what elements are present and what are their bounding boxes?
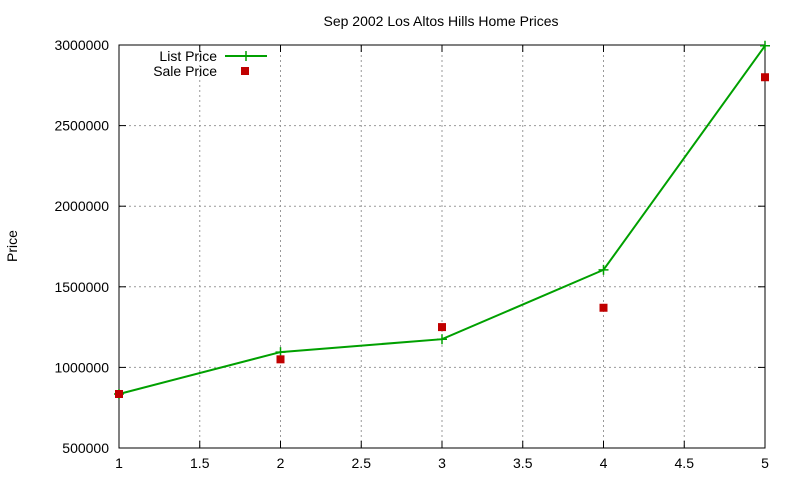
legend-label-list-price: List Price xyxy=(159,48,217,64)
y-tick-label: 2000000 xyxy=(54,198,109,214)
plot-border xyxy=(118,44,766,449)
sale-price-point xyxy=(761,73,769,82)
y-tick-label: 1500000 xyxy=(54,279,109,295)
x-tick-label: 3 xyxy=(438,455,446,471)
grid-lines xyxy=(119,45,765,448)
list-price-point xyxy=(437,334,447,345)
x-tick-label: 5 xyxy=(761,455,769,471)
legend-marker-list-price xyxy=(241,51,251,61)
list-price-point xyxy=(760,40,770,51)
y-tick-label: 1000000 xyxy=(54,359,109,375)
y-tick-label: 500000 xyxy=(62,440,109,456)
legend-marker-sale-price xyxy=(241,67,249,75)
sale-price-point xyxy=(276,355,285,364)
sale-price-point xyxy=(115,389,123,398)
y-tick-label: 3000000 xyxy=(54,37,109,53)
x-tick-label: 3.5 xyxy=(513,455,533,471)
x-tick-label: 2 xyxy=(277,455,285,471)
x-tick-label: 4 xyxy=(600,455,608,471)
x-tick-label: 1 xyxy=(115,455,123,471)
sale-price-point xyxy=(599,303,608,312)
sale-price-point xyxy=(438,323,446,332)
x-tick-label: 2.5 xyxy=(352,455,372,471)
legend-label-sale-price: Sale Price xyxy=(153,63,217,79)
y-tick-label: 2500000 xyxy=(54,118,109,134)
x-tick-label: 4.5 xyxy=(675,455,695,471)
x-tick-label: 1.5 xyxy=(190,455,210,471)
axes: 1 1.5 2 2.5 3 3.5 4 4.5 5 500000 1000000 1500000 200… xyxy=(54,37,769,471)
chart-title: Sep 2002 Los Altos Hills Home Prices xyxy=(324,13,559,29)
series-layer xyxy=(114,40,770,399)
list-price-point xyxy=(598,264,609,275)
y-axis-title: Price xyxy=(4,230,20,262)
